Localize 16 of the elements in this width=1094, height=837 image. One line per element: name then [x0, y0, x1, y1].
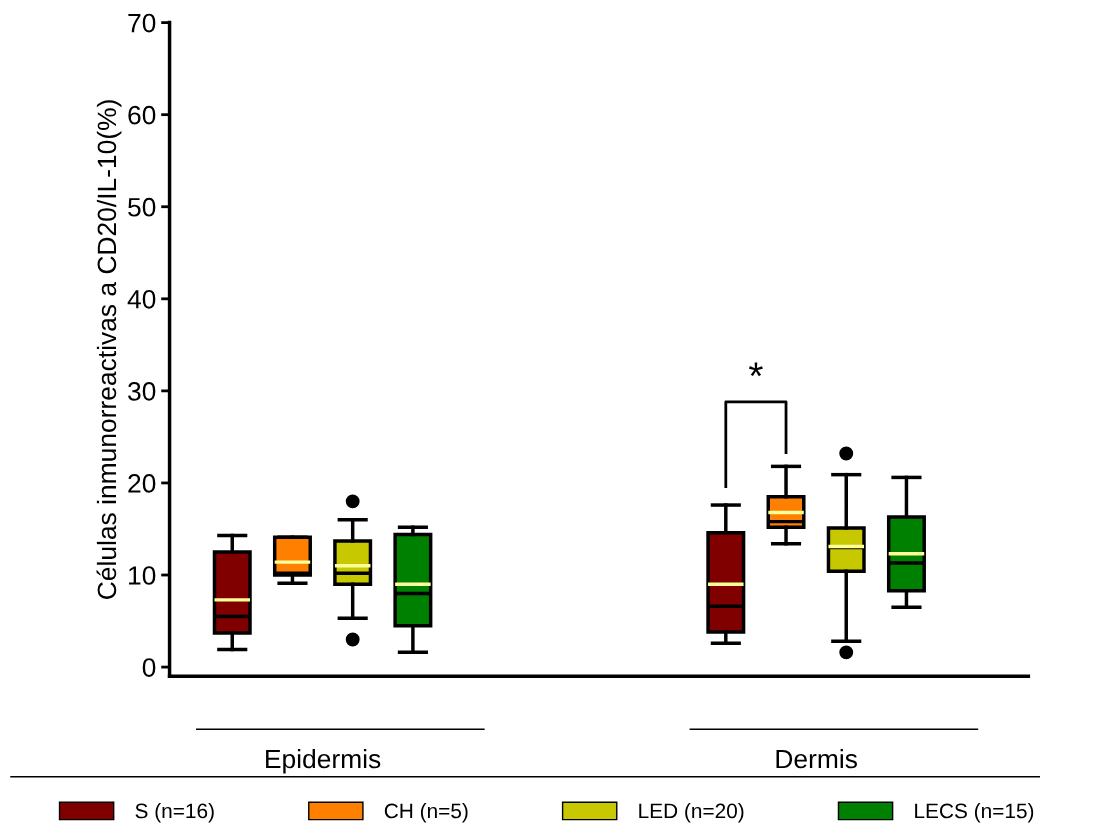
y-tick-label: 40: [127, 289, 156, 309]
y-tick-label: 10: [129, 566, 156, 585]
legend-label: LECS (n=15): [915, 803, 1034, 823]
y-tick-label: 60: [128, 105, 156, 125]
y-axis-title: Células inmunorreactivas a CD20/IL-10(%): [96, 100, 122, 599]
legend-label: LED (n=20): [639, 803, 744, 823]
y-tick-label: 50: [128, 197, 156, 217]
x-tick-label: Epidermis: [266, 748, 381, 774]
y-tick-label: 0: [142, 658, 156, 677]
legend-label: S (n=16): [135, 803, 214, 823]
x-tick-label: Dermis: [776, 748, 857, 769]
annotation: *: [748, 362, 763, 377]
legend-label: CH (n=5): [384, 803, 468, 823]
y-tick-label: 20: [128, 474, 156, 493]
y-tick-label: 70: [128, 13, 156, 33]
y-tick-label: 30: [128, 382, 156, 401]
